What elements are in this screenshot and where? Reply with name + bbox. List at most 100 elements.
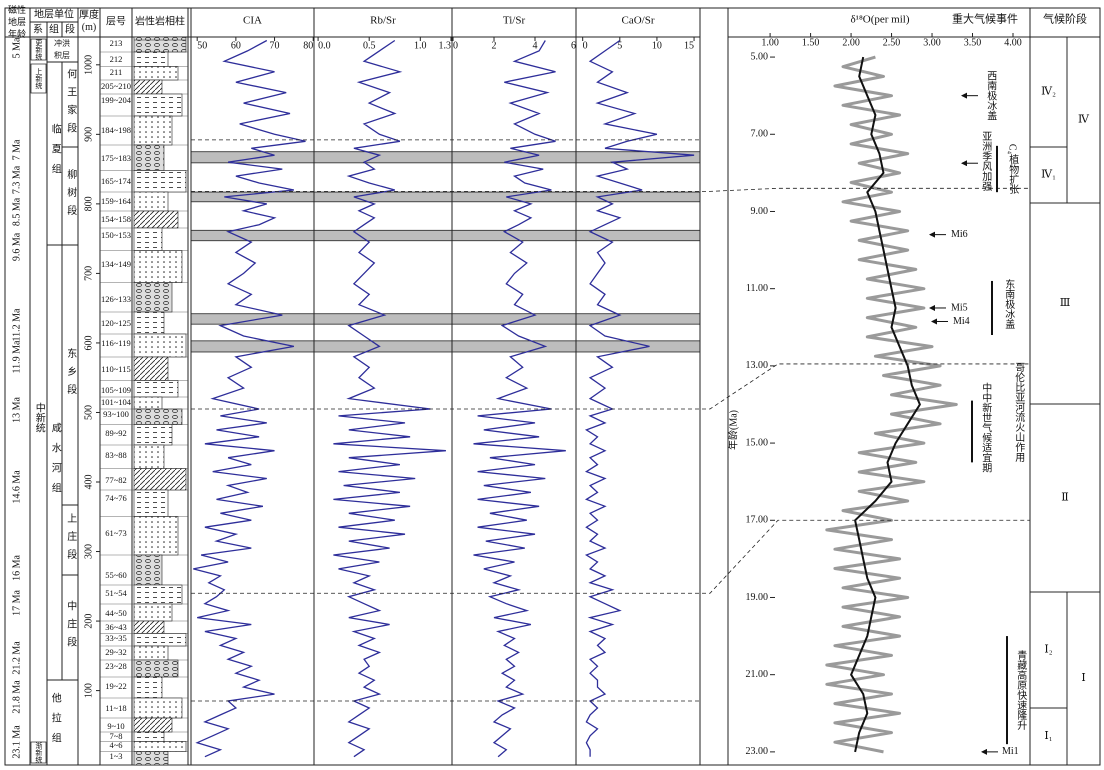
layer-label: 55~60 [105,570,127,580]
age-label: 7.3 Ma [11,165,22,194]
lithology-bed [133,468,187,491]
y-tick-label: 23.00 [746,746,769,757]
y-tick-label: 15.00 [746,437,769,448]
layer-label: 126~133 [101,294,131,304]
event-label: Mi5 [951,302,968,313]
x-tick-label: 0 [453,40,458,51]
y-axis-label: 年龄(Ma) [726,410,739,450]
y-tick-label: 400 [83,475,94,490]
cell-box [30,741,47,764]
event-label: 中中新世气候适宜期 [980,381,992,473]
layer-label: 51~54 [105,588,127,598]
x-tick-label: 6 [571,40,576,51]
layer-label: 93~100 [103,409,129,419]
y-tick-label: 19.00 [746,592,769,603]
layer-label: 19~22 [105,681,127,691]
layer-label: 134~149 [101,259,131,269]
x-tick-label: 50 [197,40,207,51]
lithology-bed [133,408,183,425]
stage-label: Ⅰ₂ [1044,644,1052,656]
smoothed-isotope-line [850,56,921,753]
correlation-line [191,187,1030,192]
layer-label: 184~198 [101,125,131,135]
layer-label: 120~125 [101,318,131,328]
text-line: 磁性 [8,4,26,15]
age-label: 16 Ma [11,555,22,581]
lithology-bed [133,554,163,586]
lithology-bed [133,741,187,752]
y-tick-label: 200 [83,614,94,629]
y-tick-label: 100 [83,683,94,698]
header: 磁性地层年龄 [8,4,26,39]
stage-header: 气候阶段 [1043,12,1087,26]
y-tick-label: 700 [83,266,94,281]
cell-box [30,38,47,61]
x-tick-label: 80 [303,40,313,51]
header: 地层单位 [34,7,74,20]
system-label: 中新统 [33,401,45,432]
y-tick-label: 300 [83,544,94,559]
layer-label: 44~50 [105,608,127,618]
y-tick-label: 11.00 [746,283,768,294]
text-line: (m) [82,22,96,33]
layer-label: 212 [110,54,123,64]
event-label: 西南极冰盖 [985,71,997,121]
x-tick-label: 60 [231,40,241,51]
highlight-band [190,229,701,242]
age-label: 7 Ma [11,139,22,160]
layer-label: 159~164 [101,196,132,206]
lithology-bed [133,751,169,766]
layer-label: 154~158 [101,214,131,224]
lithology-bed [133,489,169,517]
layer-label: 165~174 [101,176,132,186]
age-label: 13 Ma [11,397,22,423]
y-tick-label: 21.00 [746,669,769,680]
stage-label: Ⅳ [1078,114,1090,126]
proxy-line [333,39,446,758]
lithology-bed [133,66,179,81]
lithology-bed [133,115,173,146]
highlight-band [190,313,701,325]
event-label: Mi4 [953,316,970,327]
stage-label: Ⅰ [1081,672,1085,684]
lithology-bed [133,584,183,605]
age-label: 14.6 Ma [11,470,22,504]
y-tick-label: 800 [83,196,94,211]
age-label: 9.6 Ma [11,232,22,261]
lithology-bed [133,659,179,678]
lithology-bed [133,170,187,193]
lithology-bed [133,620,165,634]
lithology-bed [133,396,163,410]
layer-label: 199~204 [101,95,132,105]
layer-label: 74~76 [105,493,127,503]
x-tick-label: 4.00 [1004,37,1022,48]
x-tick-label: 2.00 [842,37,860,48]
system-label: 上新统 [35,67,43,90]
x-tick-label: 3.00 [923,37,941,48]
raw-isotope-line [825,55,958,754]
member-label: 上庄段 [65,513,77,567]
header: 厚度(m) [79,8,99,33]
age-label: 11.2 Ma [11,308,22,342]
event-label: Mi1 [1002,746,1019,757]
stage-label: Ⅰ₁ [1044,730,1052,742]
lithology-bed [133,93,183,117]
lithology-bed [133,603,173,622]
x-tick-label: 5 [617,40,622,51]
header: 层号 [106,15,126,27]
layer-label: 211 [110,67,122,77]
lithology-bed [133,717,173,733]
stage-cell [1066,591,1101,766]
x-tick-label: 1.50 [802,37,820,48]
layer-label: 213 [110,38,123,48]
layer-label: 9~10 [107,721,124,731]
x-tick-label: 4 [533,40,538,51]
lithology-bed [133,250,183,283]
lithology-bed [133,424,173,446]
lithology-bed [133,380,179,398]
layer-label: 101~104 [101,397,132,407]
age-label: 5 Ma [11,37,22,58]
stage-label: Ⅳ₁ [1041,169,1056,181]
age-label: 8.5 Ma [11,197,22,226]
lithology-bed [133,36,187,53]
